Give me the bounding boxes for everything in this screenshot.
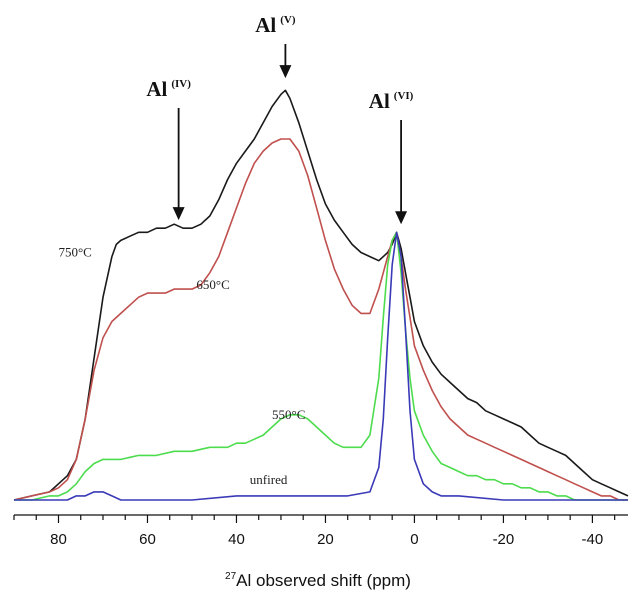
series-line-2 bbox=[14, 231, 628, 501]
series-label: unfired bbox=[250, 472, 288, 487]
series-labels: 750°C 650°C 550°C unfired bbox=[58, 245, 305, 487]
x-tick-label: 20 bbox=[317, 531, 334, 548]
annotation-arrowhead bbox=[279, 65, 292, 79]
annotation-arrowhead bbox=[395, 211, 408, 225]
x-tick-label: 0 bbox=[410, 531, 418, 548]
x-axis-label-superscript: 27 bbox=[225, 571, 237, 582]
series-line-3 bbox=[14, 231, 628, 501]
site-annotations: Al (IV) Al (V) Al (VI) bbox=[146, 13, 414, 225]
x-tick-label: 40 bbox=[228, 531, 245, 548]
series-label: 750°C bbox=[58, 245, 91, 260]
x-axis: 80 60 40 20 0 -20 -40 bbox=[13, 514, 628, 548]
x-tick-label: 80 bbox=[50, 531, 67, 548]
annotation-label: Al (IV) bbox=[146, 77, 191, 101]
x-tick-label: -20 bbox=[493, 531, 515, 548]
series-label: 550°C bbox=[272, 407, 305, 422]
series-layer bbox=[13, 89, 629, 501]
series-label: 650°C bbox=[196, 277, 229, 292]
annotation-label: Al (VI) bbox=[369, 89, 414, 113]
x-tick-label: -40 bbox=[582, 531, 604, 548]
series-line-1 bbox=[13, 138, 628, 501]
x-tick-label: 60 bbox=[139, 531, 156, 548]
x-axis-label-text: Al observed shift (ppm) bbox=[236, 571, 411, 590]
annotation-label: Al (V) bbox=[255, 13, 296, 37]
annotation-arrowhead bbox=[172, 207, 185, 221]
series-line-0 bbox=[13, 89, 629, 501]
x-axis-label: 27Al observed shift (ppm) bbox=[225, 571, 411, 590]
